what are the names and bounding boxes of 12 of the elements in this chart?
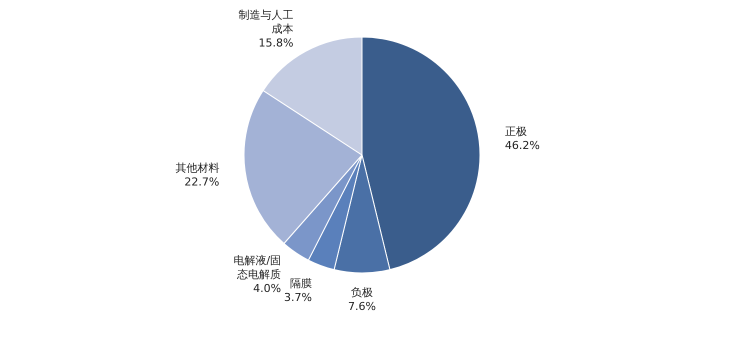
data-label: 7.6% [348, 300, 376, 313]
data-label: 46.2% [504, 138, 540, 152]
slice-label: 隔膜 [290, 276, 312, 290]
slice-label: 电解液/固态电解质 [233, 254, 282, 282]
slice-label: 其他材料 [175, 161, 220, 174]
data-label: 3.7% [284, 290, 312, 304]
slice-label: 正极 [504, 124, 527, 138]
data-label: 15.8% [258, 36, 294, 50]
slice-label: 制造与人工成本 [238, 8, 294, 36]
slice-label: 负极 [351, 286, 373, 299]
data-label: 4.0% [253, 282, 282, 296]
data-label: 22.7% [184, 175, 220, 188]
